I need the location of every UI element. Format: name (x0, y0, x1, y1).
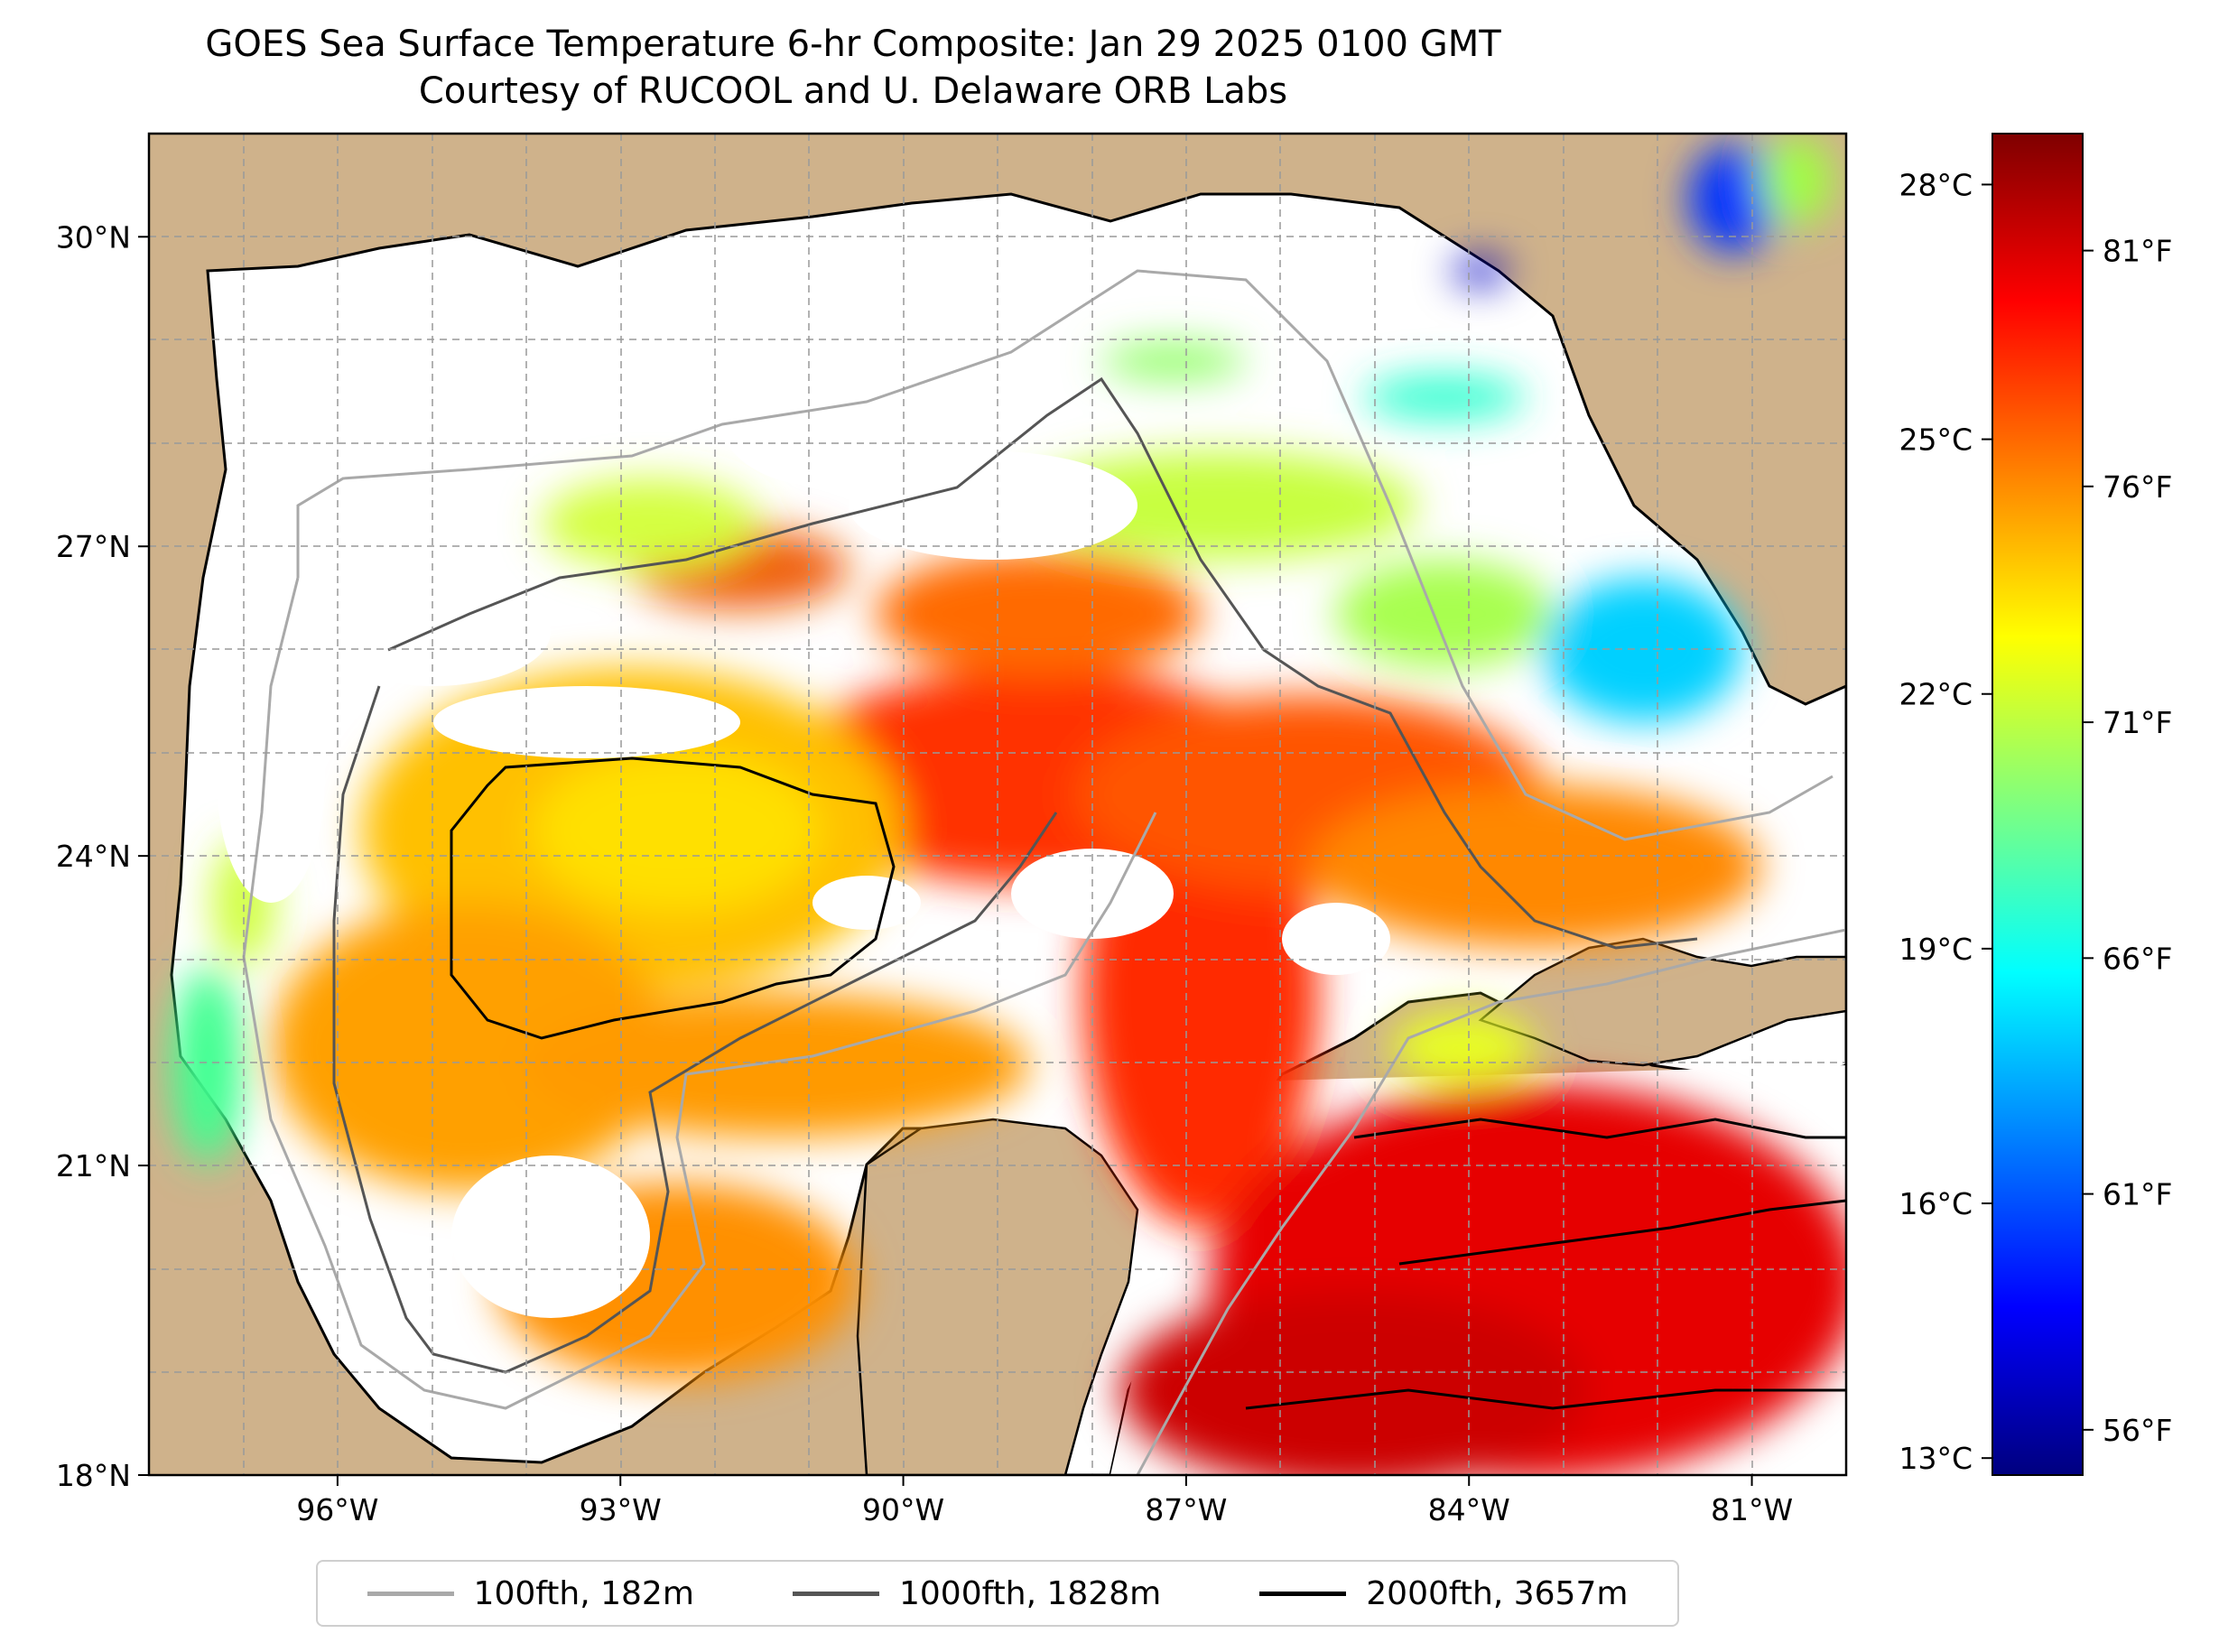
map-panel (149, 134, 1846, 1475)
legend-item-1000fth: 1000fth, 1828m (793, 1575, 1161, 1612)
celsius-tick-label: 13°C (1899, 1441, 1973, 1476)
contour-2000fth (450, 756, 1846, 1410)
longitude-axis: 96°W 93°W 90°W 87°W 84°W 81°W (296, 1475, 1793, 1527)
lon-tick-label: 81°W (1711, 1492, 1793, 1527)
lat-tick-label: 27°N (56, 529, 131, 564)
lat-tick-label: 30°N (56, 219, 131, 255)
celsius-tick-label: 25°C (1899, 422, 1973, 458)
celsius-tick-label: 22°C (1899, 677, 1973, 712)
lat-tick-label: 18°N (56, 1458, 131, 1493)
fahrenheit-tick-label: 71°F (2103, 705, 2172, 740)
legend-swatch (793, 1591, 879, 1596)
fahrenheit-tick-label: 81°F (2103, 234, 2172, 269)
colorbar-celsius-axis: 28°C 25°C 22°C 19°C 16°C 13°C (1899, 167, 1992, 1476)
lon-tick-label: 93°W (580, 1492, 662, 1527)
legend-item-2000fth: 2000fth, 3657m (1259, 1575, 1628, 1612)
legend-swatch (367, 1591, 454, 1596)
fahrenheit-tick-label: 76°F (2103, 469, 2172, 505)
latitude-axis: 30°N 27°N 24°N 21°N 18°N (56, 219, 149, 1493)
celsius-tick-label: 16°C (1899, 1186, 1973, 1221)
map-subtitle: Courtesy of RUCOOL and U. Delaware ORB L… (418, 70, 1288, 112)
no-data-patches (217, 361, 1390, 1318)
map-frame (147, 132, 1848, 1477)
legend-swatch (1259, 1591, 1347, 1596)
legend-label: 1000fth, 1828m (899, 1574, 1162, 1612)
legend-label: 2000fth, 3657m (1366, 1574, 1629, 1612)
fahrenheit-tick-label: 56°F (2103, 1413, 2172, 1448)
colorbar (1992, 133, 2084, 1476)
celsius-tick-label: 28°C (1899, 167, 1973, 202)
lon-tick-label: 87°W (1145, 1492, 1227, 1527)
legend-item-100fth: 100fth, 182m (367, 1575, 694, 1612)
fahrenheit-tick-label: 66°F (2103, 941, 2172, 976)
legend-label: 100fth, 182m (473, 1574, 694, 1612)
lat-tick-label: 24°N (56, 839, 131, 874)
lat-tick-label: 21°N (56, 1148, 131, 1183)
lon-tick-label: 84°W (1428, 1492, 1510, 1527)
map-title: GOES Sea Surface Temperature 6-hr Compos… (205, 23, 1501, 65)
contour-1000fth (332, 376, 1698, 1374)
celsius-tick-label: 19°C (1899, 932, 1973, 967)
colorbar-fahrenheit-axis: 81°F 76°F 71°F 66°F 61°F 56°F (2083, 234, 2172, 1448)
gridlines (149, 134, 1846, 1475)
fahrenheit-tick-label: 61°F (2103, 1177, 2172, 1212)
bathymetry-legend: 100fth, 182m 1000fth, 1828m 2000fth, 365… (316, 1560, 1679, 1627)
lon-tick-label: 96°W (296, 1492, 378, 1527)
lon-tick-label: 90°W (862, 1492, 944, 1527)
